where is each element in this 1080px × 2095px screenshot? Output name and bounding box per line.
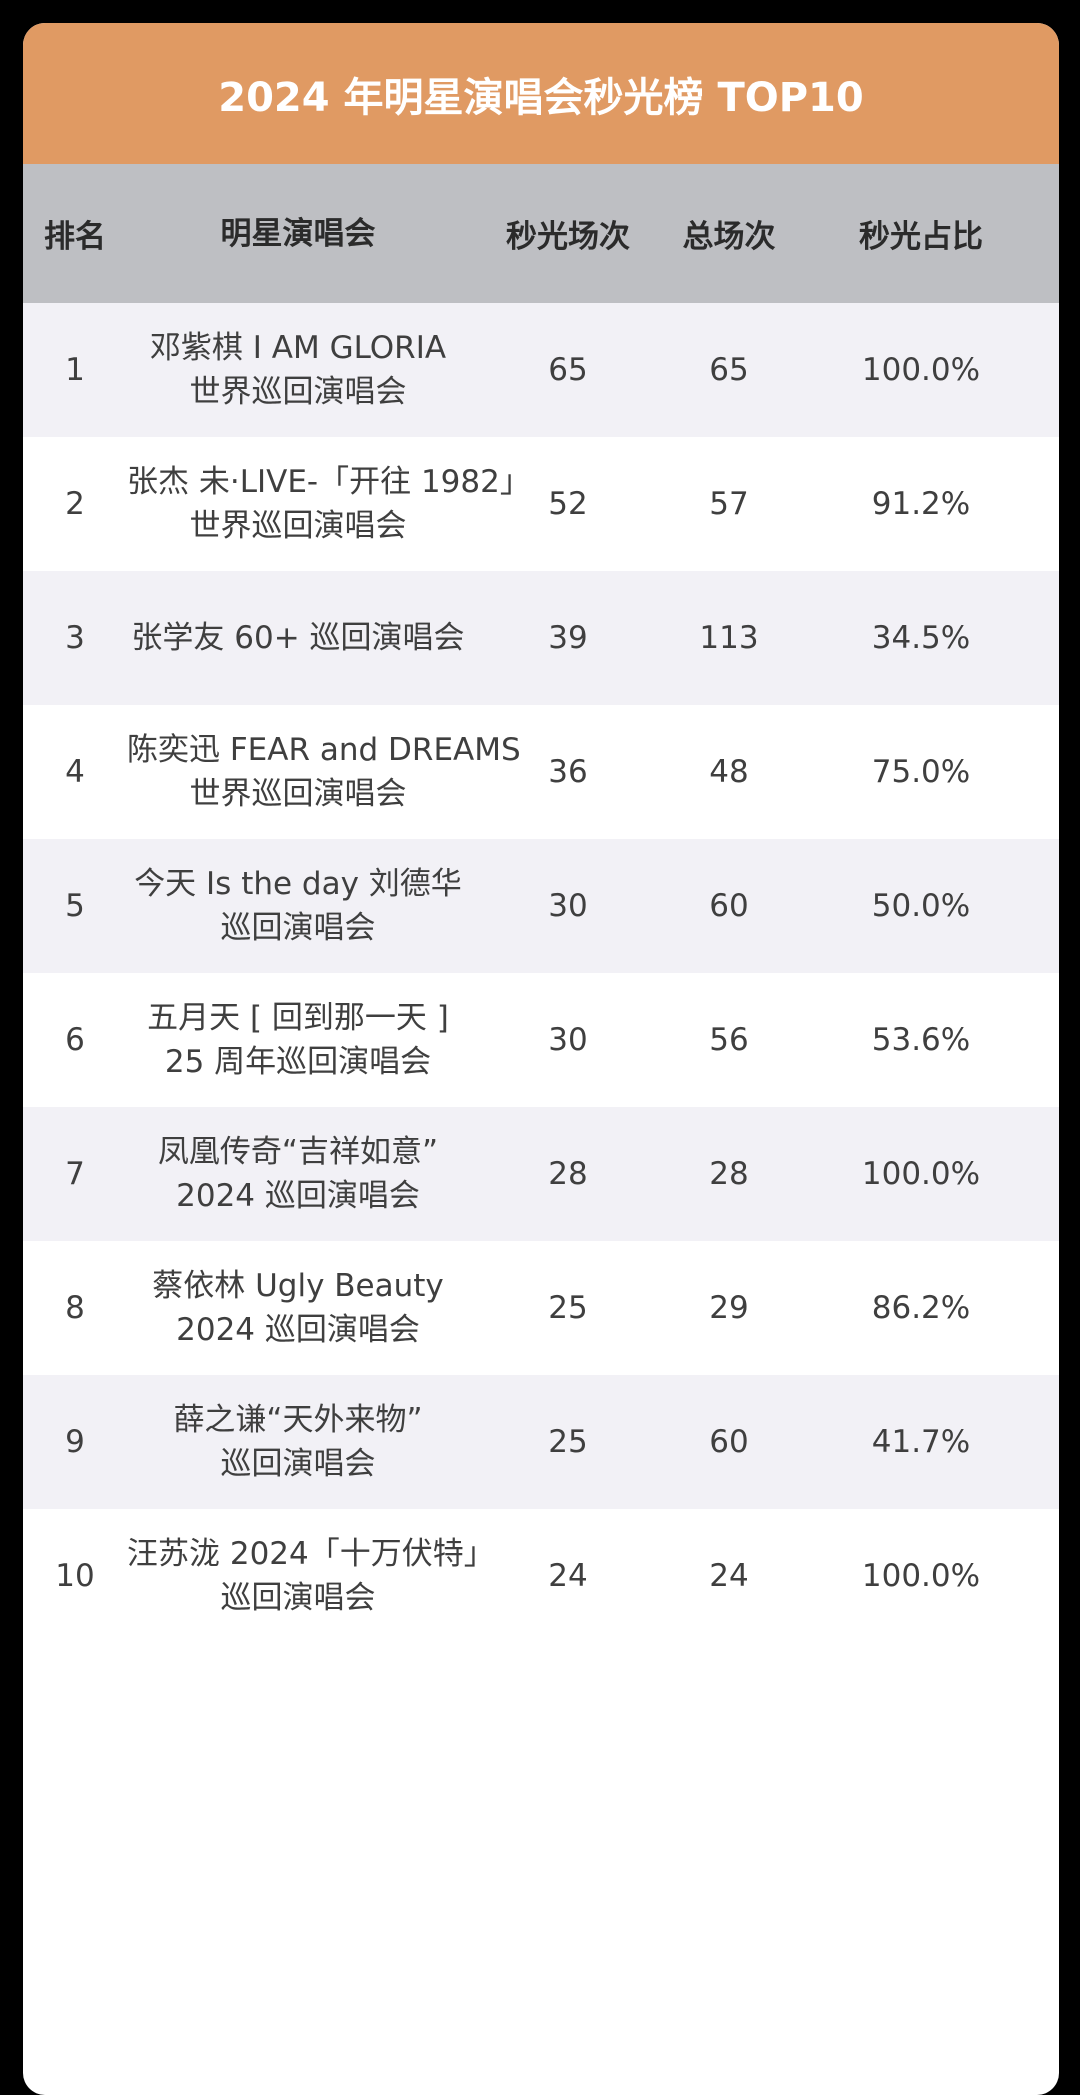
rank-cell: 10: [55, 1558, 95, 1594]
total-shows-cell: 48: [709, 754, 749, 790]
total-shows-cell: 57: [709, 486, 749, 522]
total-shows-cell: 65: [709, 352, 749, 388]
concert-name-line2: 2024 巡回演唱会: [176, 1178, 420, 1214]
concert-name-line1: 薛之谦“天外来物”: [173, 1402, 423, 1438]
concert-name-cell: 今天 Is the day 刘德华 巡回演唱会: [127, 862, 469, 950]
sellout-shows-cell: 28: [548, 1156, 588, 1192]
sellout-shows-cell: 30: [548, 888, 588, 924]
rank-cell: 8: [65, 1290, 85, 1326]
concert-name-line1: 张学友 60+ 巡回演唱会: [131, 620, 465, 656]
table-row: 4 陈奕迅 FEAR and DREAMS 世界巡回演唱会 36 48 75.0%: [23, 705, 1059, 839]
table-row: 2 张杰 未·LIVE-「开往 1982」世界巡回演唱会 52 57 91.2%: [23, 437, 1059, 571]
table-body: 1 邓紫棋 I AM GLORIA 世界巡回演唱会 65 65 100.0% 2 张杰 未·L…: [23, 303, 1059, 1643]
concert-name-cell: 薛之谦“天外来物” 巡回演唱会: [127, 1398, 469, 1486]
table-row: 1 邓紫棋 I AM GLORIA 世界巡回演唱会 65 65 100.0%: [23, 303, 1059, 437]
concert-name-line1: 蔡依林 Ugly Beauty: [152, 1268, 444, 1304]
concert-name-line1: 今天 Is the day 刘德华: [134, 866, 462, 902]
table-row: 3 张学友 60+ 巡回演唱会 39 113 34.5%: [23, 571, 1059, 705]
sellout-ratio-cell: 50.0%: [871, 888, 971, 924]
table-row: 6 五月天 [ 回到那一天 ] 25 周年巡回演唱会 30 56 53.6%: [23, 973, 1059, 1107]
header-sellout-ratio: 秒光占比: [859, 219, 983, 255]
sellout-shows-cell: 24: [548, 1558, 588, 1594]
sellout-shows-cell: 52: [548, 486, 588, 522]
table-row: 10 汪苏泷 2024「十万伏特」巡回演唱会 24 24 100.0%: [23, 1509, 1059, 1643]
concert-name-line2: 巡回演唱会: [220, 910, 376, 946]
concert-name-line1: 张杰 未·LIVE-「开往 1982」: [127, 464, 531, 500]
rank-cell: 3: [65, 620, 85, 656]
rank-cell: 4: [65, 754, 85, 790]
concert-name-cell: 汪苏泷 2024「十万伏特」巡回演唱会: [127, 1532, 495, 1620]
total-shows-cell: 28: [709, 1156, 749, 1192]
total-shows-cell: 56: [709, 1022, 749, 1058]
sellout-shows-cell: 65: [548, 352, 588, 388]
concert-name-line2: 世界巡回演唱会: [189, 508, 407, 544]
concert-name-line1: 陈奕迅 FEAR and DREAMS: [127, 732, 521, 768]
sellout-shows-cell: 36: [548, 754, 588, 790]
concert-name-line2: 世界巡回演唱会: [189, 374, 407, 410]
concert-name-cell: 张杰 未·LIVE-「开往 1982」世界巡回演唱会: [127, 460, 531, 548]
concert-name-line2: 巡回演唱会: [220, 1580, 376, 1616]
rank-cell: 5: [65, 888, 85, 924]
concert-name-cell: 陈奕迅 FEAR and DREAMS 世界巡回演唱会: [127, 728, 521, 816]
header-total-shows: 总场次: [682, 219, 776, 255]
sellout-shows-cell: 30: [548, 1022, 588, 1058]
sellout-ratio-cell: 53.6%: [871, 1022, 971, 1058]
sellout-ratio-cell: 100.0%: [861, 352, 981, 388]
concert-name-line1: 汪苏泷 2024「十万伏特」: [127, 1536, 495, 1572]
sellout-ratio-cell: 41.7%: [871, 1424, 971, 1460]
concert-name-line2: 2024 巡回演唱会: [176, 1312, 420, 1348]
header-sellout-shows: 秒光场次: [506, 219, 630, 255]
total-shows-cell: 60: [709, 888, 749, 924]
rank-cell: 1: [65, 352, 85, 388]
concert-name-line1: 凤凰传奇“吉祥如意”: [157, 1134, 439, 1170]
concert-name-cell: 邓紫棋 I AM GLORIA 世界巡回演唱会: [127, 326, 469, 414]
sellout-ratio-cell: 100.0%: [861, 1156, 981, 1192]
concert-name-line2: 25 周年巡回演唱会: [164, 1044, 432, 1080]
table-title: 2024 年明星演唱会秒光榜 TOP10: [218, 74, 864, 121]
concert-name-cell: 凤凰传奇“吉祥如意” 2024 巡回演唱会: [127, 1130, 469, 1218]
sellout-ratio-cell: 86.2%: [871, 1290, 971, 1326]
sellout-shows-cell: 39: [548, 620, 588, 656]
sellout-shows-cell: 25: [548, 1290, 588, 1326]
table-row: 5 今天 Is the day 刘德华 巡回演唱会 30 60 50.0%: [23, 839, 1059, 973]
table-header: 排名 明星演唱会 秒光场次 总场次 秒光占比: [23, 164, 1059, 303]
total-shows-cell: 24: [709, 1558, 749, 1594]
sellout-ratio-cell: 100.0%: [861, 1558, 981, 1594]
concert-name-line1: 五月天 [ 回到那一天 ]: [147, 1000, 449, 1036]
total-shows-cell: 29: [709, 1290, 749, 1326]
total-shows-cell: 60: [709, 1424, 749, 1460]
rank-cell: 7: [65, 1156, 85, 1192]
table-row: 8 蔡依林 Ugly Beauty 2024 巡回演唱会 25 29 86.2%: [23, 1241, 1059, 1375]
concert-name-cell: 张学友 60+ 巡回演唱会: [127, 616, 469, 660]
table-row: 7 凤凰传奇“吉祥如意” 2024 巡回演唱会 28 28 100.0%: [23, 1107, 1059, 1241]
table-row: 9 薛之谦“天外来物” 巡回演唱会 25 60 41.7%: [23, 1375, 1059, 1509]
rank-cell: 9: [65, 1424, 85, 1460]
concert-name-cell: 五月天 [ 回到那一天 ] 25 周年巡回演唱会: [127, 996, 469, 1084]
rank-cell: 2: [65, 486, 85, 522]
sellout-ratio-cell: 75.0%: [871, 754, 971, 790]
rank-cell: 6: [65, 1022, 85, 1058]
total-shows-cell: 113: [699, 620, 759, 656]
sellout-ratio-cell: 91.2%: [871, 486, 971, 522]
header-rank: 排名: [44, 219, 106, 255]
title-bar: 2024 年明星演唱会秒光榜 TOP10: [23, 23, 1059, 164]
concert-name-line1: 邓紫棋 I AM GLORIA: [149, 330, 447, 366]
concert-name-cell: 蔡依林 Ugly Beauty 2024 巡回演唱会: [127, 1264, 469, 1352]
ranking-card: 2024 年明星演唱会秒光榜 TOP10 排名 明星演唱会 秒光场次 总场次 秒…: [23, 23, 1059, 2095]
header-concert: 明星演唱会: [220, 215, 376, 252]
sellout-shows-cell: 25: [548, 1424, 588, 1460]
concert-name-line2: 巡回演唱会: [220, 1446, 376, 1482]
sellout-ratio-cell: 34.5%: [871, 620, 971, 656]
concert-name-line2: 世界巡回演唱会: [189, 776, 407, 812]
